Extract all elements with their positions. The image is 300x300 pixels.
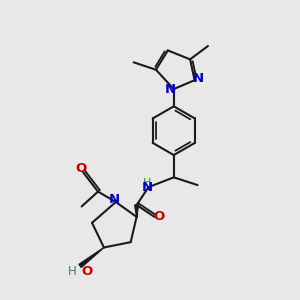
Text: N: N	[193, 72, 204, 85]
Text: O: O	[82, 265, 93, 278]
Text: N: N	[164, 83, 175, 96]
Text: N: N	[109, 193, 120, 206]
Polygon shape	[79, 248, 104, 267]
Text: N: N	[142, 181, 153, 194]
Text: H: H	[68, 265, 76, 278]
Text: H: H	[143, 178, 151, 188]
Text: O: O	[75, 162, 86, 175]
Polygon shape	[135, 205, 139, 217]
Text: O: O	[154, 210, 165, 224]
